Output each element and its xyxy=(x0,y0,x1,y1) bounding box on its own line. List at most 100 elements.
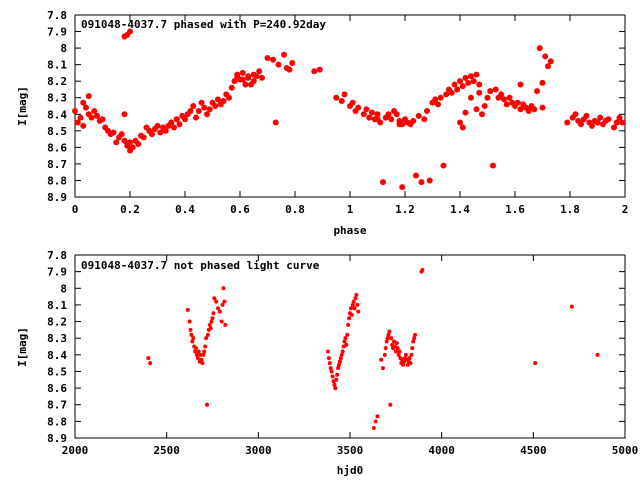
phased-data-point xyxy=(492,86,499,93)
unphased-data-point xyxy=(211,311,216,316)
phased-data-point xyxy=(72,107,78,114)
phased-data-point xyxy=(127,139,133,146)
phased-data-point xyxy=(333,94,340,101)
unphased-data-point xyxy=(222,299,227,304)
phased-data-point xyxy=(473,106,480,113)
unphased-data-point xyxy=(344,342,349,347)
phased-data-point xyxy=(393,111,400,118)
unphased-data-point xyxy=(185,307,190,312)
phased-data-point xyxy=(594,119,601,126)
phased-data-point xyxy=(275,61,282,68)
phased-x-tick-label: 2 xyxy=(622,203,629,216)
phased-data-point xyxy=(613,119,620,126)
phased-data-point xyxy=(619,119,626,126)
unphased-data-point xyxy=(189,332,194,337)
unphased-data-point xyxy=(335,372,340,377)
phased-data-point xyxy=(459,83,466,90)
phased-data-point xyxy=(525,107,532,114)
unphased-data-point xyxy=(396,352,401,357)
phased-data-point xyxy=(245,73,252,80)
unphased-data-point xyxy=(387,329,392,334)
phased-data-point xyxy=(338,98,345,105)
unphased-data-point xyxy=(203,344,208,349)
unphased-data-point xyxy=(188,327,193,332)
unphased-data-point xyxy=(202,349,207,354)
phased-x-tick-label: 0.6 xyxy=(230,203,250,216)
phased-data-point xyxy=(74,119,81,126)
unphased-data-point xyxy=(330,374,335,379)
phased-data-point xyxy=(616,114,623,121)
unphased-data-point xyxy=(191,336,196,341)
phased-data-point xyxy=(374,116,381,123)
unphased-data-point xyxy=(347,316,352,321)
unphased-data-point xyxy=(195,356,200,361)
phased-data-point xyxy=(157,129,164,136)
unphased-x-tick-label: 2000 xyxy=(62,444,89,457)
phased-data-point xyxy=(91,107,98,114)
unphased-x-tick-label: 3000 xyxy=(245,444,272,457)
phased-data-point xyxy=(83,104,89,111)
phased-data-point xyxy=(149,131,155,138)
phased-data-point xyxy=(448,89,455,96)
unphased-data-point xyxy=(212,296,217,301)
phased-data-point xyxy=(462,109,469,116)
unphased-data-point xyxy=(389,336,394,341)
phased-data-point xyxy=(454,86,461,93)
phased-data-points xyxy=(72,28,626,191)
phased-data-point xyxy=(539,104,546,111)
phased-data-point xyxy=(118,131,125,138)
phased-data-point xyxy=(503,101,510,108)
unphased-y-tick-label: 8.4 xyxy=(47,349,67,362)
phased-data-point xyxy=(311,68,318,75)
unphased-data-point xyxy=(355,302,360,307)
phased-data-point xyxy=(140,134,147,141)
phased-data-point xyxy=(198,99,205,106)
phased-data-point xyxy=(534,88,540,95)
phased-data-point xyxy=(250,78,257,85)
phased-data-point xyxy=(462,74,469,81)
phased-data-point xyxy=(201,104,208,111)
phased-data-point xyxy=(228,84,235,91)
phased-data-point xyxy=(162,127,169,134)
unphased-data-point xyxy=(194,352,199,357)
phased-data-point xyxy=(517,106,524,113)
unphased-data-points xyxy=(146,267,600,431)
phased-data-point xyxy=(490,162,496,169)
phased-data-point xyxy=(424,107,430,114)
unphased-data-point xyxy=(196,349,201,354)
phased-data-point xyxy=(388,116,395,123)
unphased-data-point xyxy=(193,349,198,354)
unphased-y-axis-label: I[mag] xyxy=(16,327,29,367)
phased-data-point xyxy=(413,172,419,179)
phased-data-point xyxy=(182,116,188,123)
unphased-data-point xyxy=(420,267,425,272)
phased-data-point xyxy=(250,71,257,78)
unphased-data-point xyxy=(354,292,359,297)
phased-y-axis-label: I[mag] xyxy=(16,86,29,126)
unphased-data-point xyxy=(214,299,219,304)
unphased-data-point xyxy=(595,352,600,357)
phased-data-point xyxy=(531,106,538,113)
unphased-data-point xyxy=(209,319,214,324)
unphased-data-point xyxy=(410,346,415,351)
unphased-light-curve-panel: 2000 2500 3000 3500 4000 4500 5000 7.8 7.9 8 8.1 8.… xyxy=(16,249,638,477)
unphased-data-point xyxy=(205,332,210,337)
phased-data-point xyxy=(168,119,175,126)
phased-data-point xyxy=(468,94,474,101)
unphased-data-point xyxy=(381,366,385,371)
unphased-data-point xyxy=(373,419,378,424)
phased-data-point xyxy=(264,55,271,62)
phased-data-point xyxy=(514,99,521,106)
phased-data-point xyxy=(476,89,483,96)
phased-ticks: 0 0.2 0.4 0.6 0.8 1 1.2 1.4 1.6 1.8 2 7.8 7.9 8 8.1 8.2… xyxy=(47,9,628,216)
phased-x-tick-label: 1.6 xyxy=(505,203,525,216)
phased-data-point xyxy=(498,91,505,98)
unphased-data-point xyxy=(356,309,361,314)
unphased-data-point xyxy=(409,352,414,357)
unphased-data-point xyxy=(327,361,332,366)
unphased-data-point xyxy=(198,352,203,357)
phased-data-point xyxy=(99,116,106,123)
phased-data-point xyxy=(578,121,584,128)
phased-data-point xyxy=(459,124,466,131)
unphased-data-point xyxy=(200,361,205,366)
